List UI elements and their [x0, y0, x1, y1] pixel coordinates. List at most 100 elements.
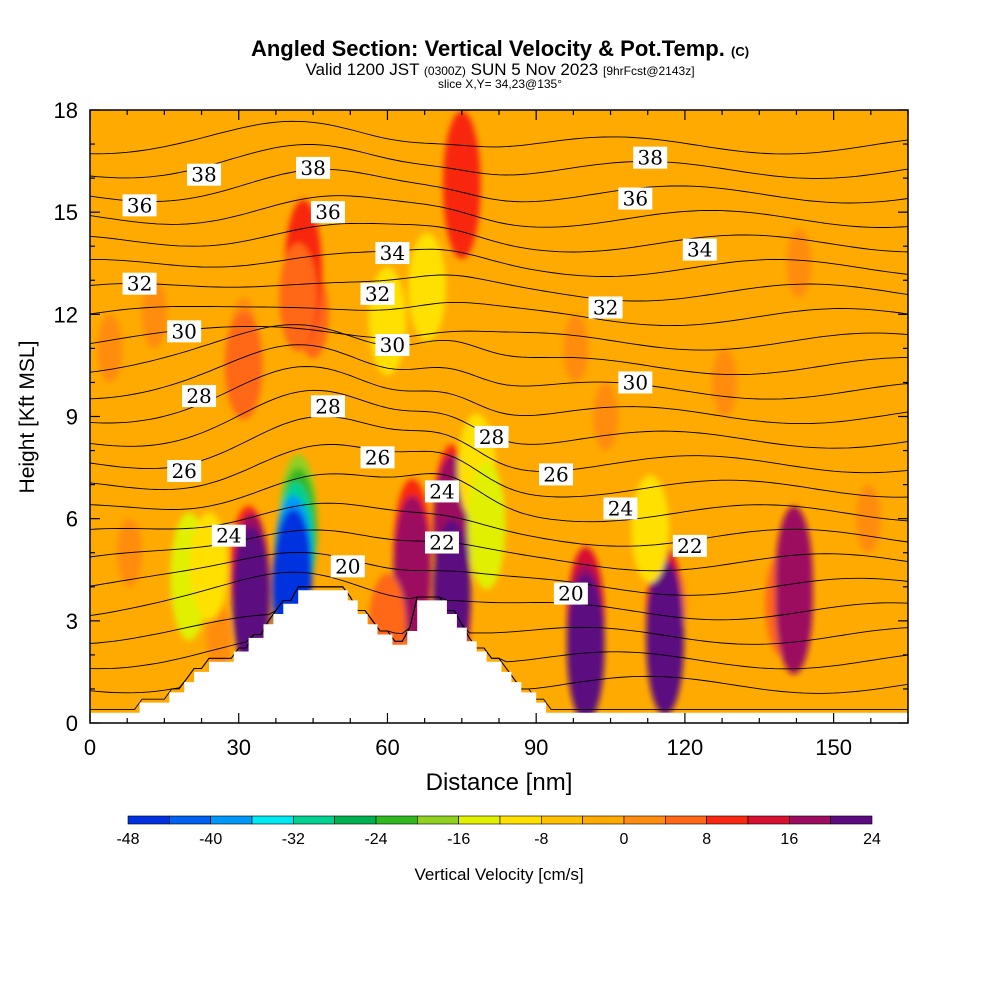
valid-time: Valid 1200 JST	[305, 60, 420, 79]
colorbar-bin-0	[127, 815, 170, 825]
contour-label-24: 22	[672, 534, 707, 558]
x-axis: 0 30 60 90 120 150	[84, 110, 909, 760]
chart-title-unit-mark: (C)	[731, 44, 750, 59]
x-tick-label: 120	[667, 735, 704, 760]
plot-area: 38 38 38 36 36 36 34 34 32 32 32 30 30 30 28 28 28 26 26 26…	[90, 110, 908, 723]
contour-label-4: 36	[310, 200, 345, 224]
colorbar-bin-7	[416, 815, 459, 825]
x-tick-label: 90	[524, 735, 548, 760]
contour-label-text: 24	[608, 496, 633, 520]
contour-label-18: 26	[360, 445, 395, 469]
x-tick-label: 30	[226, 735, 250, 760]
terrain	[90, 590, 908, 723]
colorbar-bin-10	[540, 815, 583, 825]
colorbar-tick-label: -40	[199, 831, 222, 848]
colorbar-bin-13	[664, 815, 707, 825]
colorbar-label: Vertical Velocity [cm/s]	[414, 865, 583, 884]
contour-label-21: 24	[424, 479, 459, 503]
chart-title-text: Angled Section: Vertical Velocity & Pot.…	[250, 36, 725, 61]
contour-label-22: 24	[603, 496, 638, 520]
contour-label-26: 20	[553, 582, 588, 606]
isentrope-19	[90, 586, 908, 645]
colorbar: -48 -40 -32 -24 -16 -8 0 8 16 24	[116, 815, 881, 848]
contour-label-19: 26	[539, 462, 574, 486]
colorbar-bin-14	[706, 815, 749, 825]
colorbar-bin-2	[210, 815, 253, 825]
contour-label-1: 38	[296, 156, 331, 180]
y-axis-label: Height [Kft MSL]	[16, 341, 39, 494]
isentrope-28	[90, 366, 908, 425]
isentrope-25	[90, 444, 908, 498]
contour-label-text: 26	[543, 462, 568, 486]
contour-label-5: 36	[618, 187, 653, 211]
updraft-cell-16	[224, 311, 263, 420]
isentrope-29	[90, 344, 908, 400]
contour-label-text: 20	[558, 582, 583, 606]
colorbar-tick-label: -24	[364, 831, 387, 848]
colorbar-bin-12	[623, 815, 666, 825]
updraft-cell-8	[786, 229, 812, 298]
contour-label-text: 34	[687, 238, 712, 262]
updraft-cell-29	[566, 574, 605, 723]
downdraft-cell-1	[408, 233, 446, 342]
colorbar-tick-label: -48	[116, 831, 139, 848]
contour-label-text: 32	[365, 282, 390, 306]
y-tick-label: 3	[66, 609, 78, 634]
y-tick-label: 6	[66, 507, 78, 532]
contour-label-text: 28	[315, 394, 340, 418]
contour-label-text: 26	[171, 459, 196, 483]
contour-label-25: 20	[330, 554, 365, 578]
colorbar-bin-17	[830, 815, 873, 825]
updraft-cell-19	[232, 526, 270, 675]
colorbar-bin-4	[292, 815, 335, 825]
colorbar-bin-9	[499, 815, 542, 825]
updraft-cell-13	[855, 484, 881, 553]
contour-label-3: 36	[122, 193, 157, 217]
updraft-cell-7	[712, 348, 737, 417]
isentrope-21	[90, 551, 908, 596]
y-tick-label: 9	[66, 405, 78, 430]
isentrope-36	[90, 195, 908, 228]
contour-label-0: 38	[187, 163, 222, 187]
contour-label-2: 38	[633, 146, 668, 170]
contour-label-15: 28	[310, 394, 345, 418]
y-tick-label: 0	[66, 711, 78, 736]
isentrope-31	[90, 326, 908, 351]
isentrope-37	[90, 168, 908, 204]
colorbar-bin-1	[169, 815, 211, 825]
isentrope-18	[90, 586, 908, 670]
contour-label-text: 20	[335, 554, 360, 578]
updraft-cell-26	[443, 110, 481, 259]
contour-label-14: 28	[182, 384, 217, 408]
contour-label-text: 24	[429, 479, 454, 503]
isentrope-26	[90, 415, 908, 474]
contour-label-text: 32	[127, 272, 152, 296]
contour-label-9: 32	[360, 282, 395, 306]
colorbar-bin-5	[334, 815, 377, 825]
isentrope-34	[90, 248, 908, 277]
isentrope-39	[90, 120, 908, 155]
updraft-cell-1	[142, 280, 167, 349]
valid-utc: (0300Z)	[423, 64, 466, 78]
updraft-cell-5	[563, 314, 589, 383]
contour-label-17: 26	[167, 459, 202, 483]
colorbar-tick-label: -16	[447, 831, 470, 848]
colorbar-tick-label: -8	[534, 831, 548, 848]
contour-label-text: 36	[315, 200, 340, 224]
updraft-cell-0	[97, 314, 123, 383]
contour-label-text: 24	[216, 524, 241, 548]
updraft-cell-6	[593, 382, 618, 451]
updraft-cell-12	[206, 603, 232, 672]
updraft-cell-15	[279, 243, 318, 352]
colorbar-tick-label: 16	[780, 831, 798, 848]
colorbar-bin-3	[251, 815, 294, 825]
slice-info: slice X,Y= 34,23@135°	[437, 77, 563, 91]
contour-label-text: 28	[479, 425, 504, 449]
contour-label-text: 26	[365, 445, 390, 469]
isentrope-20	[90, 571, 908, 621]
contour-label-text: 38	[191, 163, 216, 187]
contour-label-7: 34	[682, 238, 717, 262]
y-tick-label: 12	[54, 302, 78, 327]
contour-label-text: 34	[380, 241, 405, 265]
x-tick-label: 60	[375, 735, 399, 760]
